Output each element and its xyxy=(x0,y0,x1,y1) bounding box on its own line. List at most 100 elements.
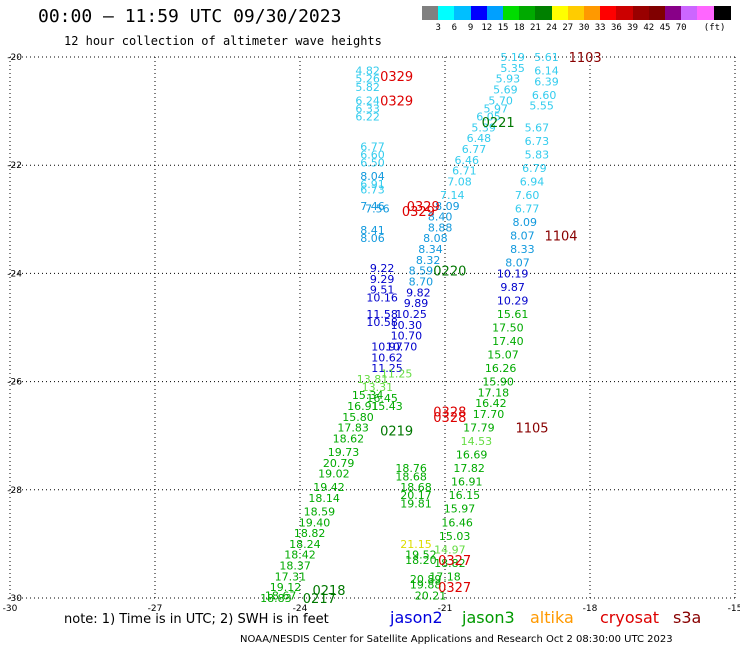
wave-height-label: 11.58 xyxy=(366,308,398,321)
wave-height-label: 14.53 xyxy=(461,435,493,448)
wave-height-label: 8.04 xyxy=(360,170,385,183)
wave-height-label: 9.87 xyxy=(500,281,525,294)
wave-height-label: 6.60 xyxy=(360,148,385,161)
wave-height-label: 6.79 xyxy=(522,162,547,175)
wave-height-label: 19.02 xyxy=(318,468,350,481)
pass-time-label: 1105 xyxy=(515,422,548,437)
x-tick-label: -30 xyxy=(3,604,18,614)
wave-height-label: 5.19 xyxy=(500,51,525,64)
wave-height-label: 21.15 xyxy=(400,538,432,551)
legend-swatch xyxy=(697,6,715,20)
wave-height-label: 7.08 xyxy=(447,175,472,188)
legend-swatch xyxy=(648,6,666,20)
wave-height-label: 8.34 xyxy=(418,243,443,256)
satellite-name-s3a: s3a xyxy=(673,608,702,627)
wave-height-label: 18.59 xyxy=(304,505,336,518)
wave-height-label: 18.37 xyxy=(279,560,311,573)
x-tick-label: -24 xyxy=(293,604,308,614)
wave-height-label: 8.88 xyxy=(428,221,453,234)
legend-swatch xyxy=(519,6,537,20)
legend-label: 45 xyxy=(659,23,671,33)
map-subtitle: 12 hour collection of altimeter wave hei… xyxy=(64,34,382,48)
legend-label: 6 xyxy=(451,23,458,33)
pass-time-label: 1103 xyxy=(569,51,602,66)
wave-height-label: 6.24 xyxy=(355,94,380,107)
wave-height-label: 10.25 xyxy=(395,308,427,321)
wave-height-label: 9.89 xyxy=(404,297,429,310)
wave-height-label: 17.79 xyxy=(463,422,495,435)
legend-swatch xyxy=(503,6,520,20)
wave-height-label: 19.81 xyxy=(400,497,432,510)
wave-height-label: 20.89 xyxy=(410,573,442,586)
y-tick-label: -22 xyxy=(7,161,22,171)
wave-height-label: 10.97 xyxy=(371,340,403,353)
wave-height-label: 17.50 xyxy=(492,322,524,335)
wave-height-label: 18.82 xyxy=(294,527,326,540)
wave-height-label: 20.79 xyxy=(323,457,355,470)
pass-time-label: 0218 xyxy=(312,584,345,599)
wave-height-label: 8.33 xyxy=(510,243,535,256)
legend-label: 9 xyxy=(467,23,474,33)
wave-height-label: 6.94 xyxy=(520,175,545,188)
wave-height-label: 17.31 xyxy=(275,570,307,583)
wave-height-label: 18.24 xyxy=(289,538,321,551)
wave-height-label: 6.39 xyxy=(534,75,559,88)
wave-height-label: 10.16 xyxy=(366,292,398,305)
wave-height-label: 15.07 xyxy=(487,349,519,362)
x-tick-label: -21 xyxy=(438,604,453,614)
wave-height-label: 6.48 xyxy=(467,132,492,145)
legend-swatch xyxy=(665,6,682,20)
wave-height-label: 18.76 xyxy=(395,462,427,475)
wave-height-label: 17.40 xyxy=(492,335,524,348)
wave-height-label: 8.59 xyxy=(409,265,434,278)
wave-height-label: 17.18 xyxy=(478,386,510,399)
wave-height-label: 5.39 xyxy=(471,121,496,134)
note-text: note: 1) Time is in UTC; 2) SWH is in fe… xyxy=(64,612,329,627)
wave-height-label: 6.77 xyxy=(462,143,487,156)
wave-height-label: 17.83 xyxy=(337,422,369,435)
satellite-name-jason3: jason3 xyxy=(462,608,515,627)
wave-height-label: 10.29 xyxy=(497,294,529,307)
wave-height-label: 15.43 xyxy=(371,400,403,413)
satellite-name-cryosat: cryosat xyxy=(600,608,660,627)
x-tick-label: -27 xyxy=(148,604,163,614)
wave-height-label: 6.22 xyxy=(355,111,380,124)
wave-height-label: 5.97 xyxy=(484,102,509,115)
y-tick-label: -24 xyxy=(7,269,22,279)
legend-swatch xyxy=(438,6,456,20)
legend-label: 27 xyxy=(562,23,574,33)
legend-label: 70 xyxy=(675,23,687,33)
wave-height-label: 11.25 xyxy=(371,362,403,375)
wave-height-label: 16.91 xyxy=(451,476,483,489)
wave-height-label: 18.82 xyxy=(434,557,466,570)
pass-time-label: 0329 xyxy=(380,94,413,109)
wave-height-label: 9.29 xyxy=(370,273,395,286)
pass-time-label: 0329 xyxy=(402,205,435,220)
wave-height-label: 7.60 xyxy=(515,189,540,202)
wave-height-label: 5.82 xyxy=(355,81,380,94)
wave-height-label: 6.05 xyxy=(476,111,501,124)
legend-swatch xyxy=(551,6,569,20)
wave-height-label: 11.25 xyxy=(381,367,413,380)
wave-height-label: 15.61 xyxy=(497,308,529,321)
legend-label: 18 xyxy=(513,23,525,33)
wave-height-label: 8.09 xyxy=(513,216,538,229)
wave-height-label: 8.08 xyxy=(423,232,448,245)
wave-height-label: 8.06 xyxy=(360,232,385,245)
wave-height-label: 10.62 xyxy=(371,351,403,364)
wave-height-label: 13.81 xyxy=(357,373,389,386)
wave-height-label: 10.19 xyxy=(497,267,529,280)
y-tick-label: -28 xyxy=(7,486,22,496)
wave-height-label: 8.09 xyxy=(435,200,460,213)
wave-height-label: 19.12 xyxy=(270,581,302,594)
x-tick-label: -15 xyxy=(728,604,740,614)
pass-time-label: 0329 xyxy=(407,200,440,215)
legend-swatch xyxy=(632,6,650,20)
wave-height-label: 9.22 xyxy=(370,262,395,275)
legend-swatch xyxy=(600,6,618,20)
wave-height-label: 5.61 xyxy=(534,51,559,64)
pass-time-label: 0328 xyxy=(433,405,466,420)
wave-height-label: 16.42 xyxy=(475,397,507,410)
pass-time-label: 0220 xyxy=(433,265,466,280)
y-tick-label: -30 xyxy=(7,594,22,604)
